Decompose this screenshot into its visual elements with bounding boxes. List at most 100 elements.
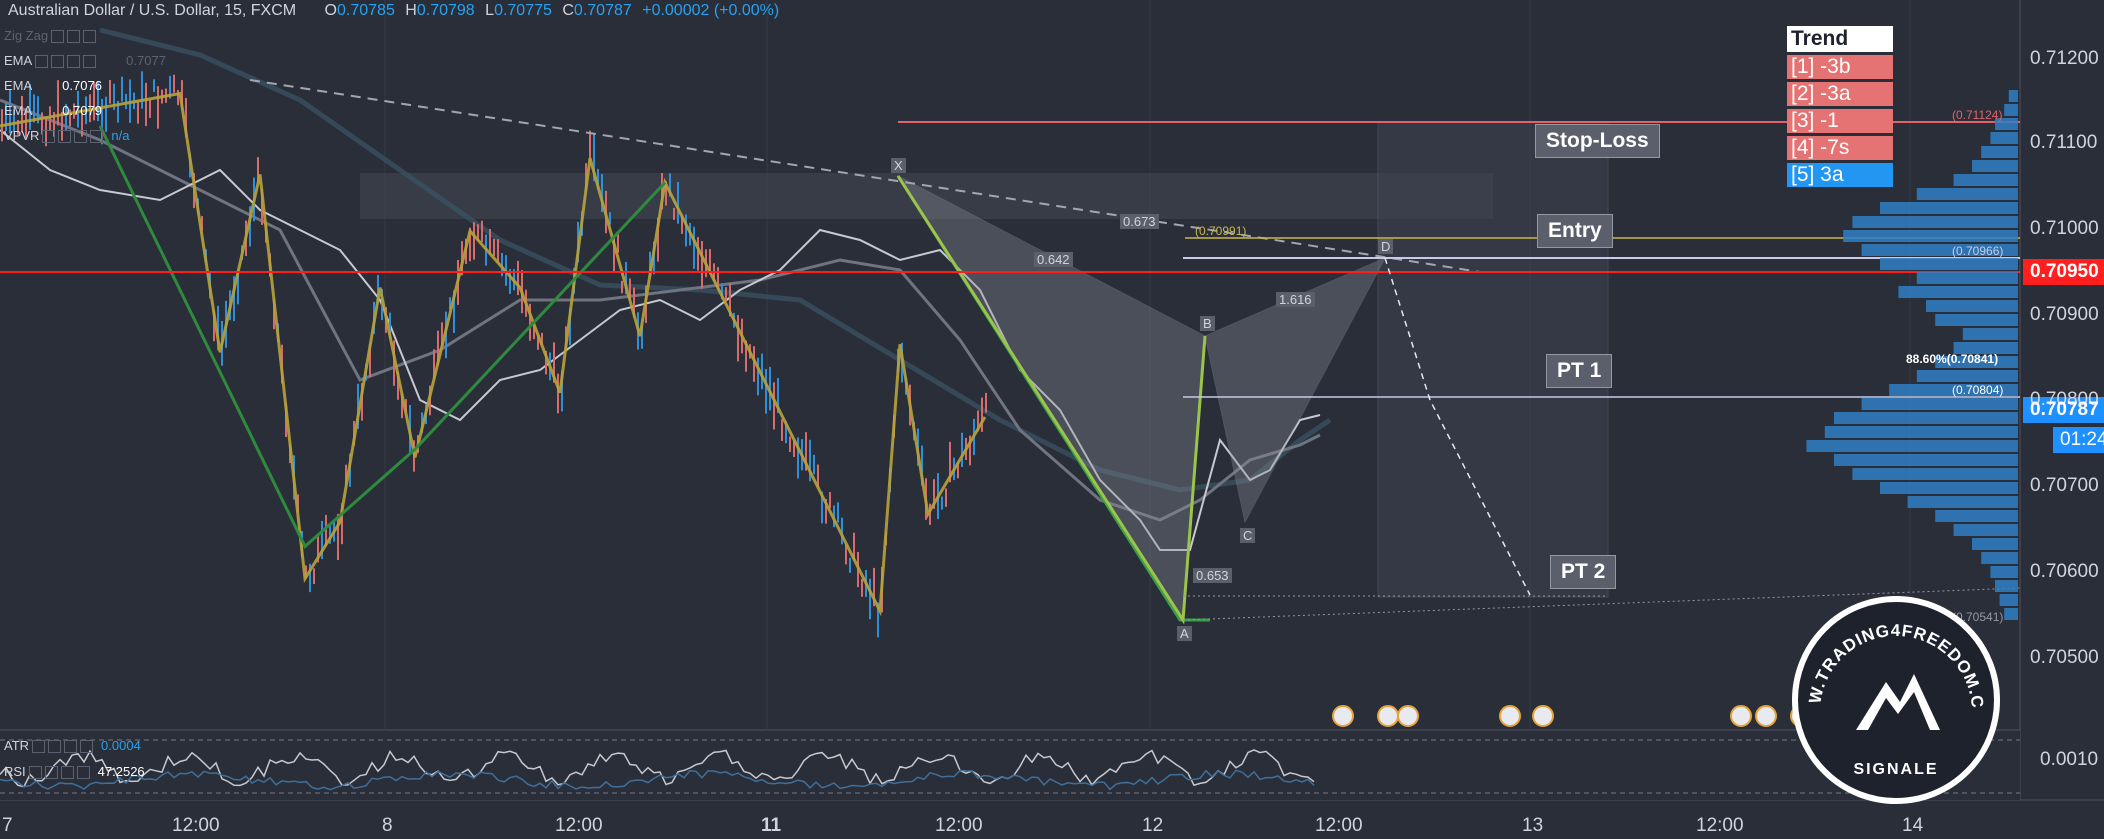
indicator-vpvr[interactable]: VPVR n/a bbox=[4, 128, 130, 144]
projection-arrow bbox=[1384, 257, 1531, 596]
pt1-price-label: (0.70804) bbox=[1952, 383, 2004, 397]
indicator-name: VPVR bbox=[4, 128, 40, 143]
volume-bar bbox=[1995, 118, 2018, 130]
x-tick: 12:00 bbox=[935, 815, 983, 836]
entry-price-label: (0.70991) bbox=[1195, 224, 1247, 238]
point-a-label: A bbox=[1177, 626, 1192, 641]
indicator-value: 0.0004 bbox=[101, 738, 141, 753]
indicator-zigzag[interactable]: Zig Zag bbox=[4, 28, 97, 44]
indicator-ema-2[interactable]: EMA 0.7076 bbox=[4, 78, 102, 93]
symbol-header: Australian Dollar / U.S. Dollar, 15, FXC… bbox=[8, 2, 779, 20]
volume-bar bbox=[1972, 160, 2018, 172]
ratio-ac: 0.653 bbox=[1193, 568, 1232, 583]
x-tick: 12:00 bbox=[1696, 815, 1744, 836]
last-price-value: 0.70787 bbox=[2030, 399, 2099, 420]
volume-bar bbox=[2004, 608, 2018, 620]
volume-bar bbox=[1852, 468, 2018, 480]
indicator-name: RSI bbox=[4, 764, 26, 779]
x-tick: 12:00 bbox=[555, 815, 603, 836]
x-tick: 14 bbox=[1902, 815, 1924, 836]
volume-profile bbox=[1806, 90, 2018, 620]
change-value: +0.00002 (+0.00%) bbox=[642, 2, 780, 19]
point-d-label: D bbox=[1378, 239, 1394, 254]
trend-item: [5] 3a bbox=[1787, 163, 1893, 187]
d-price-label: (0.70966) bbox=[1952, 244, 2004, 258]
indicator-name: ATR bbox=[4, 738, 30, 753]
low-value: 0.70775 bbox=[494, 2, 552, 19]
volume-bar bbox=[2004, 104, 2018, 116]
trend-item: [3] -1 bbox=[1787, 109, 1893, 133]
x-tick: 13 bbox=[1522, 815, 1544, 836]
x-tick: 12:00 bbox=[172, 815, 220, 836]
volume-bar bbox=[1806, 440, 2018, 452]
volume-bar bbox=[1916, 272, 2018, 284]
lower-y-tick: 0.0010 bbox=[2040, 749, 2099, 770]
red-level-value: 0.70950 bbox=[2030, 261, 2099, 282]
countdown-marker bbox=[2053, 427, 2104, 453]
volume-bar bbox=[1953, 342, 2018, 354]
green-pattern-line bbox=[98, 125, 667, 549]
y-tick: 0.70700 bbox=[2030, 475, 2099, 496]
indicator-name: EMA bbox=[4, 103, 33, 118]
entry-label: Entry bbox=[1537, 214, 1613, 248]
symbol-title[interactable]: Australian Dollar / U.S. Dollar, 15, FXC… bbox=[8, 2, 297, 19]
volume-bar bbox=[1990, 566, 2018, 578]
y-tick: 0.70500 bbox=[2030, 647, 2099, 668]
close-label: C bbox=[562, 2, 574, 19]
countdown-value: 01:24 bbox=[2060, 429, 2104, 450]
a-price-label: (0.70541) bbox=[1952, 610, 2004, 624]
indicator-ema-3[interactable]: EMA 0.7079 bbox=[4, 103, 102, 118]
indicator-value: n/a bbox=[111, 128, 130, 143]
close-value: 0.70787 bbox=[573, 2, 632, 19]
volume-bar bbox=[1953, 524, 2018, 536]
volume-bar bbox=[1861, 244, 2018, 256]
ema-slow bbox=[99, 27, 1332, 493]
volume-bar bbox=[1843, 230, 2018, 242]
fib-price-label: 88.60%(0.70841) bbox=[1906, 352, 1999, 366]
indicator-atr[interactable]: ATR 0.0004 bbox=[4, 738, 141, 754]
y-tick: 0.70600 bbox=[2030, 561, 2099, 582]
indicator-name: Zig Zag bbox=[4, 28, 49, 43]
ratio-xb: 0.642 bbox=[1034, 252, 1073, 267]
indicator-ema-1[interactable]: EMA 0.7077 bbox=[4, 53, 166, 69]
volume-bar bbox=[1981, 552, 2018, 564]
high-value: 0.70798 bbox=[416, 2, 475, 19]
stop-loss-label: Stop-Loss bbox=[1535, 124, 1660, 158]
volume-bar bbox=[1935, 356, 2018, 368]
volume-bar bbox=[1999, 594, 2018, 606]
open-label: O bbox=[324, 2, 337, 19]
indicator-value: 47.2526 bbox=[97, 764, 145, 779]
ema-fast bbox=[0, 129, 1321, 551]
trend-item: [4] -7s bbox=[1787, 136, 1893, 160]
volume-bar bbox=[1935, 510, 2018, 522]
x-tick: 8 bbox=[382, 815, 393, 836]
volume-bar bbox=[1824, 426, 2018, 438]
red-level-marker bbox=[2023, 259, 2104, 285]
indicator-name: EMA bbox=[4, 53, 33, 68]
indicator-rsi[interactable]: RSI 47.2526 bbox=[4, 764, 145, 780]
trend-title: Trend bbox=[1787, 26, 1893, 52]
volume-bar bbox=[1990, 132, 2018, 144]
high-label: H bbox=[405, 2, 417, 19]
volume-bar bbox=[1935, 314, 2018, 326]
x-tick: 12:00 bbox=[1315, 815, 1363, 836]
volume-bar bbox=[1834, 412, 2018, 424]
volume-bar bbox=[1953, 174, 2018, 186]
volume-bar bbox=[1972, 538, 2018, 550]
volume-bar bbox=[1995, 580, 2018, 592]
atr-line bbox=[0, 769, 1315, 791]
volume-bar bbox=[1926, 300, 2018, 312]
x-tick: 7 bbox=[2, 815, 13, 836]
volume-bar bbox=[1981, 146, 2018, 158]
logo-emblem: WWW.TRADING4FREEDOM.COM SIGNALE bbox=[1798, 602, 1986, 778]
dashed-trendline bbox=[249, 79, 1481, 273]
point-x-label: X bbox=[891, 158, 906, 173]
logo-sub: SIGNALE bbox=[1853, 761, 1938, 778]
stop-price-label: (0.71124) bbox=[1952, 108, 2003, 122]
y-tick: 0.70800 bbox=[2030, 389, 2099, 410]
volume-bar bbox=[1852, 216, 2018, 228]
point-b-label: B bbox=[1200, 316, 1215, 331]
volume-bar bbox=[1916, 370, 2018, 382]
indicator-name: EMA bbox=[4, 78, 33, 93]
